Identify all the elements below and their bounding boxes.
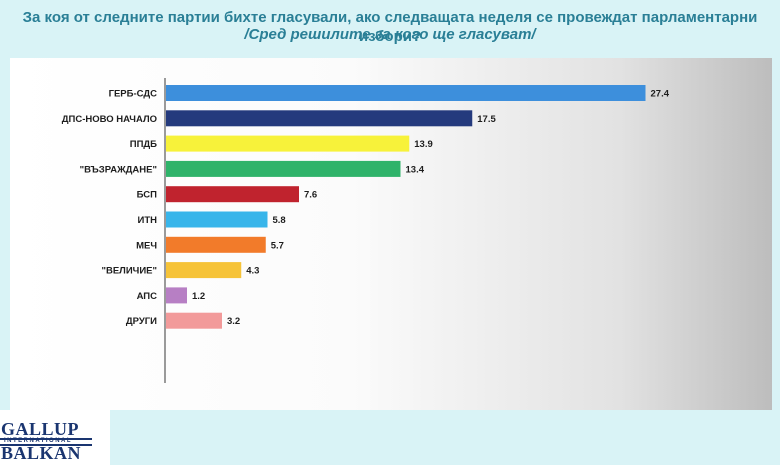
bar [166,135,410,152]
bar [166,211,268,228]
bar [166,110,473,127]
category-label: ДПС-НОВО НАЧАЛО [62,114,157,125]
category-label: МЕЧ [136,240,157,251]
gallup-logo: GALLUP INTERNATIONAL BALKAN [0,419,92,463]
value-label: 5.7 [271,240,284,251]
value-label: 13.9 [414,139,433,150]
bar [166,312,222,329]
category-label: "ВЕЛИЧИЕ" [101,266,157,277]
chart-question: За коя от следните партии бихте гласувал… [22,9,758,45]
bar [166,160,401,177]
value-label: 27.4 [651,89,670,100]
category-label: ДРУГИ [126,316,157,327]
value-label: 17.5 [477,114,496,125]
category-label: "ВЪЗРАЖДАНЕ" [80,164,157,175]
bar-chart: ГЕРБ-СДС 27.4 ДПС-НОВО НАЧАЛО 17.5 ППДБ 13.9 "… [62,78,670,383]
category-label: БСП [137,190,158,201]
category-label: ППДБ [130,139,157,150]
category-label: ГЕРБ-СДС [109,89,158,100]
chart-subtitle: /Сред решилите за кого ще гласуват/ [244,26,536,43]
logo-area: GALLUP INTERNATIONAL BALKAN [0,410,110,465]
logo-text-top: GALLUP [1,419,80,439]
value-label: 4.3 [246,266,259,277]
bar [166,236,266,253]
bar [166,186,299,203]
value-label: 7.6 [304,190,317,201]
footer-band [0,410,780,465]
bar [166,85,646,101]
logo-text-middle: INTERNATIONAL [4,438,73,444]
bar [166,262,242,279]
logo-divider [0,438,92,440]
value-label: 13.4 [406,164,425,175]
value-label: 1.2 [192,291,205,302]
bar [166,287,187,304]
category-label: ИТН [138,215,158,226]
value-label: 3.2 [227,316,240,327]
chart-panel: ГЕРБ-СДС 27.4 ДПС-НОВО НАЧАЛО 17.5 ППДБ 13.9 "… [10,58,772,410]
category-label: АПС [137,291,158,302]
logo-divider [0,444,92,446]
value-label: 5.8 [273,215,286,226]
logo-text-bottom: BALKAN [1,443,82,463]
